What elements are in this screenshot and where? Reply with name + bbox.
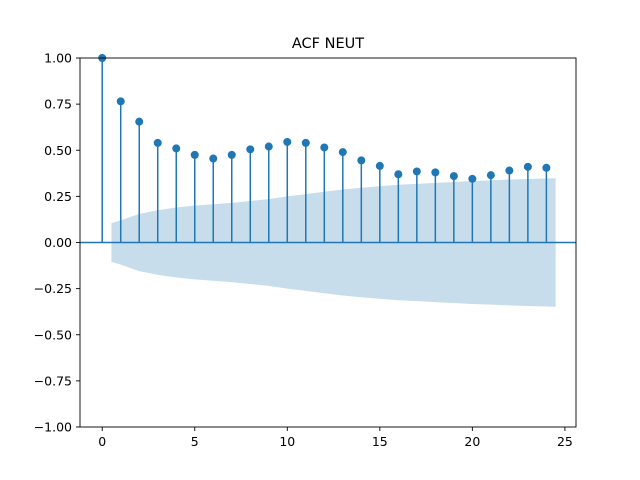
y-tick-label: 0.25 [44, 189, 72, 204]
y-tick-label: −0.75 [34, 373, 72, 388]
acf-marker [468, 174, 477, 183]
acf-marker [431, 168, 440, 177]
acf-marker [209, 154, 218, 163]
acf-marker [412, 167, 421, 176]
acf-marker [320, 143, 329, 152]
x-tick-label: 20 [464, 434, 480, 449]
acf-marker [264, 142, 273, 151]
y-tick-label: 0.50 [44, 143, 72, 158]
acf-marker [523, 162, 532, 171]
y-tick-label: 0.00 [44, 235, 72, 250]
acf-marker [135, 117, 144, 126]
y-axis-ticks: 1.00 0.75 0.50 0.25 0.00 −0.25 −0.50 −0.75 −1.00 [34, 51, 80, 435]
acf-marker [542, 163, 551, 172]
acf-marker [338, 148, 347, 157]
markers-layer [98, 54, 551, 183]
acf-marker [394, 170, 403, 179]
x-tick-label: 15 [372, 434, 388, 449]
y-tick-label: 0.75 [44, 97, 72, 112]
x-tick-label: 25 [557, 434, 573, 449]
y-tick-label: −1.00 [34, 420, 72, 435]
acf-marker [116, 97, 125, 106]
acf-marker [486, 171, 495, 180]
y-tick-label: −0.25 [34, 281, 72, 296]
acf-marker [301, 138, 310, 147]
y-tick-label: 1.00 [44, 51, 72, 66]
acf-marker [246, 145, 255, 154]
acf-marker [227, 150, 236, 159]
acf-marker [190, 150, 199, 159]
stems-layer [101, 58, 548, 243]
chart-title: ACF NEUT [292, 36, 364, 52]
acf-marker [283, 137, 292, 146]
x-tick-label: 5 [191, 434, 199, 449]
x-tick-label: 0 [98, 434, 106, 449]
acf-marker [153, 138, 162, 147]
acf-marker [357, 156, 366, 165]
x-tick-label: 10 [279, 434, 295, 449]
acf-marker [449, 172, 458, 181]
y-tick-label: −0.50 [34, 327, 72, 342]
acf-marker [172, 144, 181, 153]
acf-marker [505, 166, 514, 175]
acf-marker [375, 161, 384, 170]
x-axis-ticks: 0 5 10 15 20 25 [98, 427, 573, 449]
